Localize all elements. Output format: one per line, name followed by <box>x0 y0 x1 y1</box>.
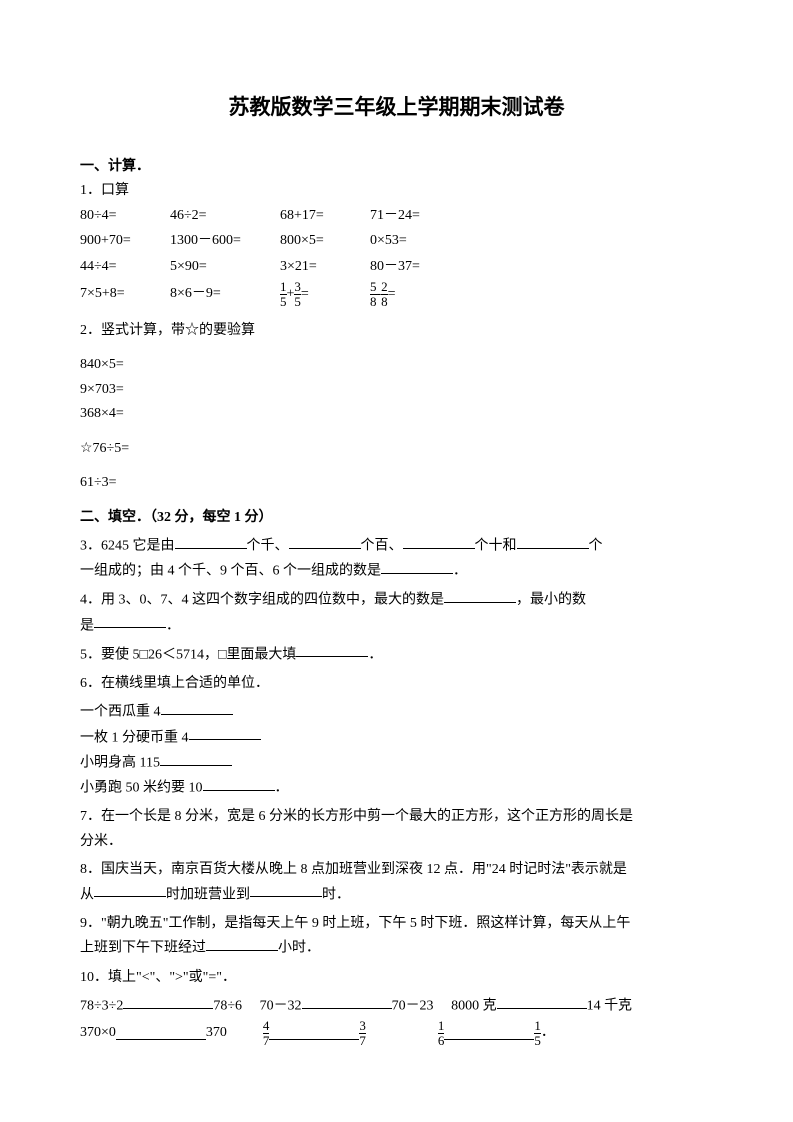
fill-blank[interactable] <box>175 533 247 549</box>
fill-blank[interactable] <box>189 725 261 741</box>
cell: 1300－600= <box>170 229 280 254</box>
q1-row: 80÷4= 46÷2= 68+17= 71－24= <box>80 204 713 229</box>
q3: 3．6245 它是由个千、个百、个十和个 一组成的；由 4 个千、9 个百、6 … <box>80 534 713 584</box>
fill-blank[interactable] <box>203 775 275 791</box>
cell: 800×5= <box>280 229 370 254</box>
q9: 9．"朝九晚五"工作制，是指每天上午 9 时上班，下午 5 时下班．照这样计算，… <box>80 912 713 962</box>
q1-label: 1．口算 <box>80 179 713 204</box>
fill-blank[interactable] <box>94 882 166 898</box>
fill-blank[interactable] <box>403 533 475 549</box>
fill-blank[interactable] <box>289 533 361 549</box>
fill-blank[interactable] <box>123 993 213 1009</box>
cell: 7×5+8= <box>80 282 170 307</box>
worksheet-page: 苏教版数学三年级上学期期末测试卷 一、计算． 1．口算 80÷4= 46÷2= … <box>0 0 793 1122</box>
q10-head: 10．填上"<"、">"或"="． <box>80 966 713 991</box>
q2-item: 9×703= <box>80 378 713 403</box>
cell: 900+70= <box>80 229 170 254</box>
q6-item: 一个西瓜重 4 <box>80 700 713 725</box>
fill-blank[interactable] <box>444 1025 534 1041</box>
cell: 68+17= <box>280 204 370 229</box>
q2-item: 840×5= <box>80 353 713 378</box>
q6-head: 6．在横线里填上合适的单位． <box>80 672 713 697</box>
q5: 5．要使 5□26＜5714，□里面最大填． <box>80 643 713 668</box>
fill-blank[interactable] <box>116 1025 206 1041</box>
q6-item: 一枚 1 分硬币重 4 <box>80 726 713 751</box>
q2-label: 2．竖式计算，带☆的要验算 <box>80 319 713 344</box>
fill-blank[interactable] <box>94 613 166 629</box>
q2-item: ☆76÷5= <box>80 437 713 462</box>
fill-blank[interactable] <box>206 935 278 951</box>
cell: 71－24= <box>370 204 460 229</box>
cell: 46÷2= <box>170 204 280 229</box>
fill-blank[interactable] <box>269 1025 359 1041</box>
q1-row: 7×5+8= 8×6－9= 15+35= 58-28= <box>80 280 713 308</box>
page-title: 苏教版数学三年级上学期期末测试卷 <box>80 90 713 127</box>
q10-row2: 370×0370 4737 1615． <box>80 1019 713 1047</box>
fill-blank[interactable] <box>381 558 453 574</box>
cell-fraction: 15+35= <box>280 280 370 308</box>
q7: 7．在一个长是 8 分米，宽是 6 分米的长方形中剪一个最大的正方形，这个正方形… <box>80 805 713 854</box>
q6-item: 小勇跑 50 米约要 10． <box>80 776 713 801</box>
fill-blank[interactable] <box>160 750 232 766</box>
section1-head: 一、计算． <box>80 155 713 180</box>
cell: 80－37= <box>370 255 460 280</box>
q4: 4．用 3、0、7、4 这四个数字组成的四位数中，最大的数是，最小的数 是． <box>80 588 713 638</box>
fill-blank[interactable] <box>296 642 368 658</box>
fill-blank[interactable] <box>497 993 587 1009</box>
cell: 5×90= <box>170 255 280 280</box>
cell-fraction: 58-28= <box>370 280 460 308</box>
cell: 0×53= <box>370 229 460 254</box>
q2-item: 61÷3= <box>80 471 713 496</box>
cell: 44÷4= <box>80 255 170 280</box>
section2-head: 二、填空．（32 分，每空 1 分） <box>80 506 713 531</box>
q1-row: 900+70= 1300－600= 800×5= 0×53= <box>80 229 713 254</box>
cell: 80÷4= <box>80 204 170 229</box>
q6-item: 小明身高 115 <box>80 751 713 776</box>
fill-blank[interactable] <box>444 587 516 603</box>
cell: 3×21= <box>280 255 370 280</box>
fill-blank[interactable] <box>302 993 392 1009</box>
fill-blank[interactable] <box>161 699 233 715</box>
q8: 8．国庆当天，南京百货大楼从晚上 8 点加班营业到深夜 12 点．用"24 时记… <box>80 858 713 908</box>
q1-row: 44÷4= 5×90= 3×21= 80－37= <box>80 255 713 280</box>
fill-blank[interactable] <box>517 533 589 549</box>
q10-row1: 78÷3÷278÷6 70－3270－23 8000 克14 千克 <box>80 994 713 1019</box>
fill-blank[interactable] <box>250 882 322 898</box>
cell: 8×6－9= <box>170 282 280 307</box>
q2-item: 368×4= <box>80 402 713 427</box>
